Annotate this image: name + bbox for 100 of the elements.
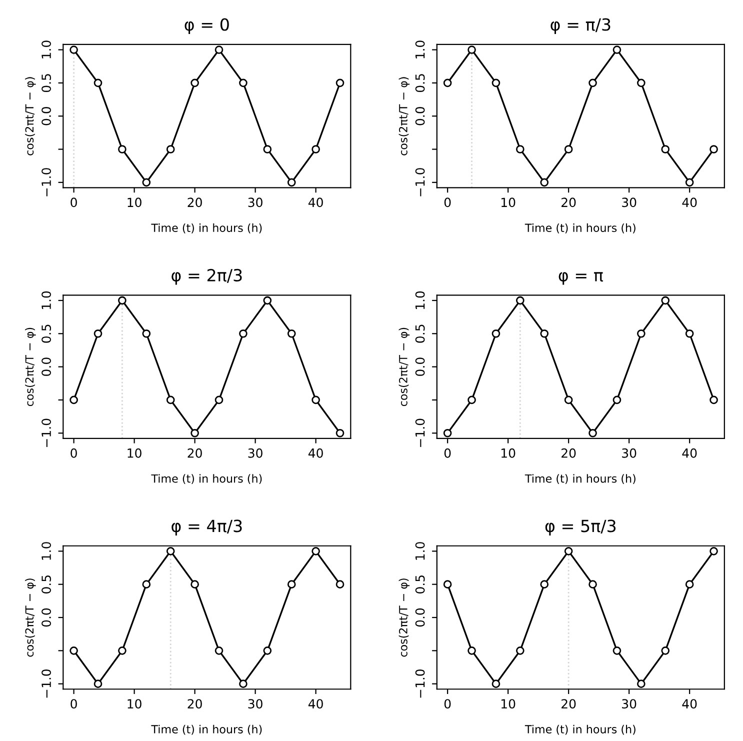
point xyxy=(612,396,622,404)
point xyxy=(540,178,549,187)
chart-title: φ = π xyxy=(558,272,603,285)
x-tick-label: 30 xyxy=(622,448,636,458)
point xyxy=(118,646,126,655)
x-tick-label: 40 xyxy=(308,699,323,709)
chart-title: φ = 4π/3 xyxy=(172,520,242,536)
point xyxy=(263,646,272,655)
point xyxy=(263,296,272,305)
point xyxy=(612,646,622,655)
point xyxy=(492,329,500,338)
point xyxy=(685,580,694,589)
x-tick-label: 30 xyxy=(622,699,636,709)
x-tick-label: 0 xyxy=(444,448,451,458)
point xyxy=(443,78,452,88)
chart-title: φ = π/3 xyxy=(550,18,610,34)
y-tick-label: 0.5 xyxy=(42,74,52,92)
point xyxy=(336,78,344,88)
point xyxy=(492,680,500,688)
point xyxy=(190,78,199,88)
point xyxy=(214,646,224,655)
x-tick-label: 20 xyxy=(188,448,202,458)
x-axis-title: Time (t) in hours (h) xyxy=(151,724,262,735)
y-axis-title: cos(2πt/T − φ) xyxy=(25,578,36,657)
point xyxy=(612,46,622,54)
x-tick-label: 0 xyxy=(444,198,451,208)
chart-title: φ = 2π/3 xyxy=(172,268,242,285)
x-tick-label: 20 xyxy=(562,699,576,709)
point xyxy=(710,396,718,404)
y-tick-label: 0.0 xyxy=(415,608,425,627)
point xyxy=(468,46,476,54)
y-tick-label: 1.0 xyxy=(415,291,425,310)
x-tick-label: 0 xyxy=(70,448,77,458)
point xyxy=(468,646,476,655)
x-tick-label: 10 xyxy=(128,699,142,709)
y-axis-title: cos(2πt/T − φ) xyxy=(398,578,410,657)
x-tick-label: 20 xyxy=(188,699,202,709)
point xyxy=(588,580,597,589)
y-tick-label: 0.0 xyxy=(42,358,52,376)
chart-title: φ = 0 xyxy=(184,18,229,34)
point xyxy=(661,296,670,305)
x-tick-label: 0 xyxy=(70,699,77,709)
y-tick-label: −1.0 xyxy=(42,418,52,447)
x-axis-title: Time (t) in hours (h) xyxy=(524,223,636,234)
y-tick-label: 0.5 xyxy=(415,575,425,594)
y-tick-label: 1.0 xyxy=(42,291,52,310)
y-tick-label: −1.0 xyxy=(42,168,52,196)
y-tick-label: 1.0 xyxy=(415,542,425,560)
point xyxy=(142,329,151,338)
point xyxy=(118,145,126,154)
point xyxy=(142,178,151,187)
point xyxy=(70,396,78,404)
x-tick-label: 20 xyxy=(188,198,202,208)
point xyxy=(564,547,573,556)
point xyxy=(214,46,224,54)
y-axis-title: cos(2πt/T − φ) xyxy=(398,328,410,406)
x-tick-label: 30 xyxy=(622,198,636,208)
point xyxy=(443,428,452,438)
x-tick-label: 30 xyxy=(248,448,262,458)
x-tick-label: 40 xyxy=(682,198,697,208)
point xyxy=(443,580,452,589)
point xyxy=(661,646,670,655)
y-axis-title: cos(2πt/T − φ) xyxy=(25,77,36,156)
point xyxy=(70,46,78,54)
point xyxy=(166,547,175,556)
x-tick-label: 40 xyxy=(308,198,323,208)
point xyxy=(564,145,573,154)
point xyxy=(516,296,524,305)
point xyxy=(287,329,296,338)
x-tick-label: 10 xyxy=(501,198,516,208)
y-tick-label: 1.0 xyxy=(415,40,425,58)
y-tick-label: 0.5 xyxy=(415,324,425,343)
x-tick-label: 0 xyxy=(70,198,77,208)
x-axis-title: Time (t) in hours (h) xyxy=(524,474,636,484)
point xyxy=(190,580,199,589)
y-axis-title: cos(2πt/T − φ) xyxy=(25,328,36,406)
point xyxy=(312,547,320,556)
y-tick-label: −1.0 xyxy=(42,669,52,698)
point xyxy=(516,646,524,655)
x-tick-label: 20 xyxy=(562,198,576,208)
point xyxy=(94,680,102,688)
x-tick-label: 0 xyxy=(444,699,451,709)
point xyxy=(492,78,500,88)
x-axis-title: Time (t) in hours (h) xyxy=(524,724,636,735)
x-tick-label: 30 xyxy=(248,198,262,208)
point xyxy=(287,580,296,589)
x-tick-label: 10 xyxy=(501,448,516,458)
y-tick-label: 1.0 xyxy=(42,542,52,560)
point xyxy=(685,178,694,187)
y-tick-label: 0.5 xyxy=(42,575,52,594)
point xyxy=(94,78,102,88)
y-tick-label: −1.0 xyxy=(415,418,425,447)
point xyxy=(637,329,646,338)
y-tick-label: 0.5 xyxy=(415,74,425,92)
x-tick-label: 40 xyxy=(682,448,697,458)
point xyxy=(588,78,597,88)
point xyxy=(540,580,549,589)
x-tick-label: 30 xyxy=(248,699,262,709)
point xyxy=(336,428,344,438)
point xyxy=(540,329,549,338)
